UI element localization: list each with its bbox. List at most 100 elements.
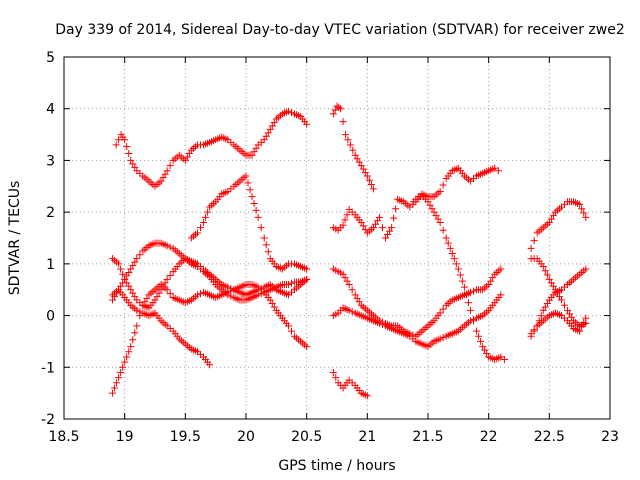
data-point bbox=[530, 326, 538, 334]
data-point bbox=[121, 358, 129, 366]
data-point bbox=[202, 213, 210, 221]
data-point bbox=[262, 241, 270, 249]
chart-title: Day 339 of 2014, Sidereal Day-to-day VTE… bbox=[55, 22, 625, 38]
data-point bbox=[375, 213, 383, 221]
data-point bbox=[129, 336, 137, 344]
x-tick-label: 22 bbox=[480, 429, 498, 445]
data-point bbox=[580, 318, 588, 326]
data-point bbox=[121, 136, 129, 144]
y-tick-label: -2 bbox=[41, 412, 55, 428]
data-point bbox=[527, 244, 535, 252]
data-point bbox=[557, 296, 565, 304]
data-point bbox=[264, 248, 272, 256]
data-point bbox=[475, 332, 483, 340]
data-point bbox=[163, 242, 171, 250]
data-point bbox=[348, 308, 356, 316]
data-point bbox=[343, 211, 351, 219]
data-point bbox=[119, 270, 127, 278]
data-point bbox=[477, 337, 485, 345]
data-point bbox=[112, 141, 120, 149]
data-point bbox=[115, 136, 123, 144]
plot-frame bbox=[63, 56, 611, 420]
data-point bbox=[109, 389, 117, 397]
data-point bbox=[288, 279, 295, 287]
series-track-b bbox=[329, 102, 377, 193]
data-point bbox=[123, 143, 131, 151]
series-track-d bbox=[187, 172, 311, 273]
data-point bbox=[436, 335, 444, 343]
data-point bbox=[246, 186, 254, 194]
series-track-g bbox=[329, 265, 505, 340]
data-point bbox=[329, 110, 337, 118]
data-point bbox=[136, 308, 144, 316]
x-tick-labels: 18.5 19 19.5 20 20.5 21 21.5 22 22.5 23 bbox=[48, 429, 619, 445]
y-tick-label: 5 bbox=[46, 50, 55, 66]
data-point bbox=[113, 379, 121, 387]
data-point bbox=[464, 299, 472, 307]
data-point bbox=[365, 176, 373, 184]
data-point bbox=[329, 368, 337, 376]
data-point bbox=[436, 309, 444, 317]
data-point bbox=[204, 208, 212, 216]
data-point bbox=[332, 374, 340, 382]
data-point bbox=[344, 136, 352, 144]
data-point bbox=[303, 343, 311, 351]
data-point bbox=[115, 374, 123, 382]
data-point bbox=[456, 271, 464, 279]
y-axis-label: SDTVAR / TECUs bbox=[7, 181, 23, 296]
data-point bbox=[166, 243, 174, 251]
data-point bbox=[197, 224, 204, 232]
data-point bbox=[123, 353, 131, 361]
grid-lines bbox=[64, 57, 610, 419]
data-point bbox=[133, 306, 141, 314]
data-point bbox=[254, 291, 262, 299]
data-point bbox=[348, 286, 356, 294]
series-track-l bbox=[329, 368, 371, 400]
data-point bbox=[125, 150, 133, 158]
data-point bbox=[454, 265, 462, 273]
data-point bbox=[576, 200, 584, 208]
data-point bbox=[303, 275, 311, 283]
data-point bbox=[303, 120, 311, 128]
data-point bbox=[473, 327, 481, 335]
data-point bbox=[582, 314, 590, 322]
data-point bbox=[578, 205, 586, 213]
data-point bbox=[346, 141, 354, 149]
series-track-m bbox=[527, 198, 590, 252]
data-point bbox=[466, 288, 474, 296]
data-point bbox=[193, 291, 201, 299]
data-point bbox=[576, 327, 584, 335]
data-point bbox=[163, 275, 171, 283]
data-point bbox=[284, 107, 292, 115]
data-point bbox=[303, 265, 311, 273]
data-point bbox=[111, 384, 119, 392]
data-point bbox=[242, 172, 250, 180]
data-point bbox=[436, 187, 444, 195]
data-point bbox=[248, 193, 256, 201]
data-point bbox=[363, 392, 371, 400]
data-point bbox=[244, 179, 252, 187]
data-point bbox=[541, 267, 549, 275]
data-point bbox=[288, 109, 295, 117]
data-point bbox=[250, 200, 258, 208]
data-point bbox=[582, 265, 590, 273]
data-point bbox=[115, 260, 123, 268]
data-point bbox=[337, 105, 345, 113]
data-point bbox=[163, 167, 171, 175]
data-point bbox=[345, 281, 353, 289]
data-point bbox=[466, 306, 474, 314]
data-point bbox=[458, 277, 466, 285]
data-point bbox=[379, 321, 386, 329]
data-point bbox=[452, 260, 460, 268]
x-tick-label: 21 bbox=[358, 429, 376, 445]
data-point bbox=[466, 317, 474, 325]
data-point bbox=[561, 301, 568, 309]
data-point bbox=[166, 162, 174, 170]
data-point bbox=[206, 361, 214, 369]
data-point bbox=[539, 262, 547, 270]
x-tick-label: 21.5 bbox=[412, 429, 443, 445]
data-point bbox=[166, 290, 174, 298]
y-tick-label: 4 bbox=[46, 102, 55, 118]
series-track-c bbox=[329, 164, 502, 242]
